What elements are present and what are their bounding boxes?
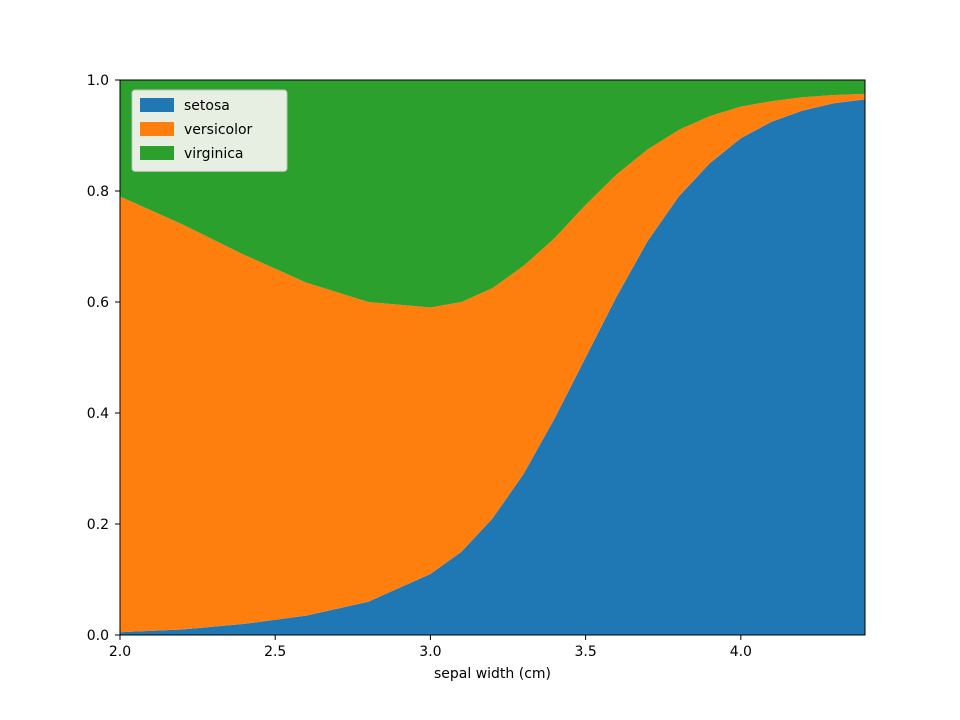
y-tick-label: 0.6 bbox=[87, 295, 109, 311]
legend-label: versicolor bbox=[184, 122, 253, 138]
legend-label: virginica bbox=[184, 146, 244, 162]
x-tick-label: 3.5 bbox=[574, 644, 596, 660]
legend-patch bbox=[140, 122, 174, 136]
chart-svg: 2.0 2.5 3.0 3.5 4.0 0.0 0.2 0.4 0.6 0.8 1.0 sepal w… bbox=[0, 0, 960, 720]
y-tick-label: 0.2 bbox=[87, 517, 109, 533]
x-tick-label: 4.0 bbox=[730, 644, 752, 660]
chart-figure: 2.0 2.5 3.0 3.5 4.0 0.0 0.2 0.4 0.6 0.8 1.0 sepal w… bbox=[0, 0, 960, 720]
y-tick-label: 0.0 bbox=[87, 628, 109, 644]
legend-label: setosa bbox=[184, 98, 230, 114]
legend-patch bbox=[140, 98, 174, 112]
x-tick-label: 2.0 bbox=[109, 644, 131, 660]
y-tick-label: 0.4 bbox=[87, 406, 109, 422]
legend-patch bbox=[140, 146, 174, 160]
x-tick-label: 3.0 bbox=[419, 644, 441, 660]
y-tick-label: 1.0 bbox=[87, 73, 109, 89]
x-axis-label: sepal width (cm) bbox=[434, 666, 551, 682]
y-tick-label: 0.8 bbox=[87, 184, 109, 200]
x-tick-label: 2.5 bbox=[264, 644, 286, 660]
legend: setosa versicolor virginica bbox=[132, 90, 287, 171]
